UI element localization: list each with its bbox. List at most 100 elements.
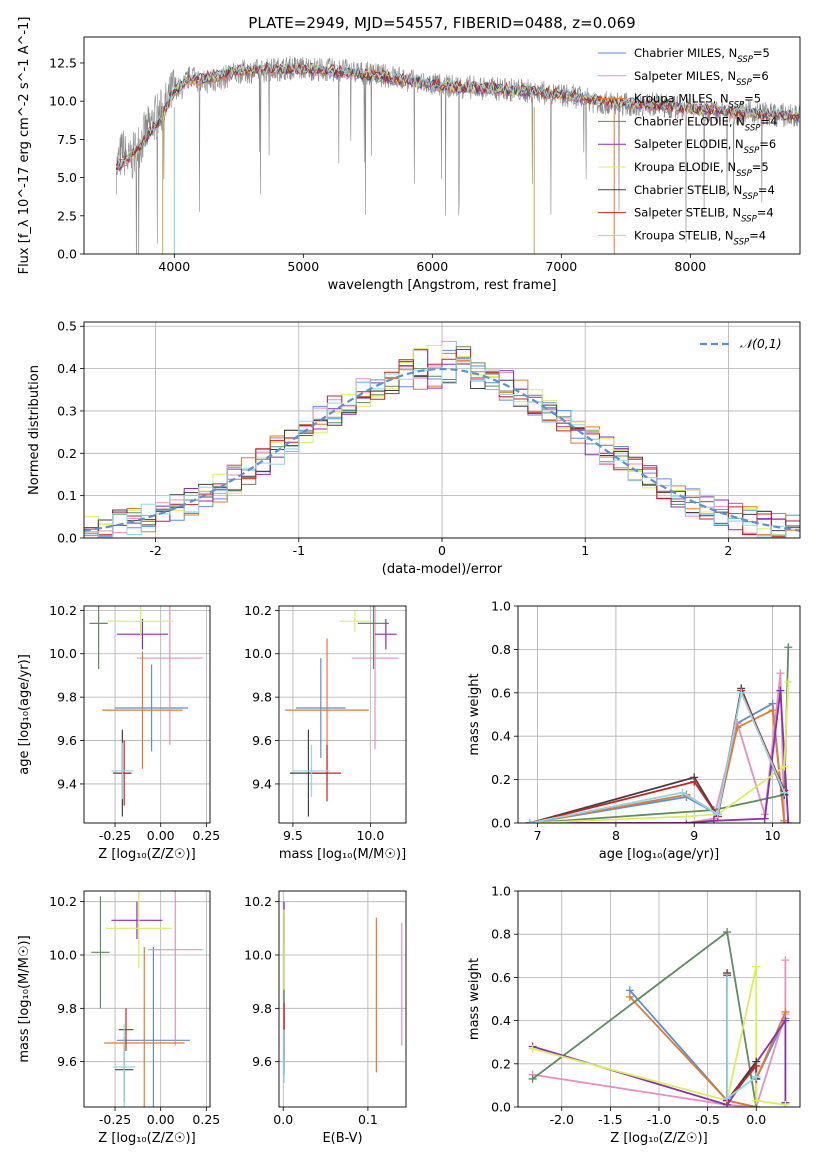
y-tick-label: 7.5 [57, 132, 77, 147]
y-tick-label: 10.0 [244, 948, 272, 963]
x-axis-label: Z [log₁₀(Z/Z☉)] [610, 1131, 707, 1146]
y-tick-label: 10.2 [49, 894, 77, 909]
plus-marker [781, 956, 790, 965]
x-tick-label: 10.0 [356, 828, 384, 843]
errorbar-point-7 [313, 744, 341, 802]
x-tick-label: -0.5 [695, 1112, 719, 1127]
mass-weight-series-6 [525, 684, 789, 823]
y-tick-label: 0.0 [57, 247, 77, 262]
errorbar-point-7 [118, 1008, 134, 1051]
y-tick-label: 0.8 [491, 642, 511, 657]
y-tick-label: 9.6 [57, 1054, 77, 1069]
mass-weight-series-3 [528, 928, 761, 1107]
y-tick-label: 10.0 [244, 646, 272, 661]
plot-area [528, 928, 790, 1107]
errorbar-point-0 [296, 658, 346, 758]
y-tick-label: 1.0 [491, 599, 511, 614]
y-tick-label: 9.4 [57, 776, 77, 791]
plot-area [84, 340, 800, 538]
plot-area [283, 901, 403, 1083]
x-tick-label: 0.00 [147, 828, 175, 843]
x-tick-label: -2.0 [550, 1112, 574, 1127]
legend-label: Chabrier MILES, NSSP=5 [634, 46, 770, 65]
plus-marker [713, 810, 722, 819]
panel-mass-vs-z: -0.25 0.00 0.25 9.6 9.8 10.0 10.2 Z [log₁₀(Z/Z☉… [17, 890, 220, 1146]
mass-weight-series-2 [525, 706, 789, 823]
plus-marker [752, 1072, 761, 1081]
x-tick-label: 9 [690, 828, 698, 843]
plus-marker [752, 962, 761, 971]
x-axis-label: mass [log₁₀(M/M☉)] [279, 847, 406, 862]
x-tick-label: -0.25 [99, 1112, 131, 1127]
x-tick-label: 0 [438, 543, 446, 558]
x-tick-label: 1 [581, 543, 589, 558]
panel-spectrum: 4000 5000 6000 7000 8000 0.0 2.5 5.0 7.5 10.0 12.5… [17, 17, 801, 293]
plus-marker [723, 1094, 732, 1103]
plus-marker [781, 1016, 790, 1025]
model-spectrum-6 [115, 61, 800, 170]
x-tick-label: 6000 [416, 259, 448, 274]
y-tick-label: 9.6 [252, 733, 272, 748]
grid [279, 891, 406, 1107]
x-tick-label: 7000 [545, 259, 577, 274]
y-tick-label: 9.8 [252, 1001, 272, 1016]
x-axis-label: wavelength [Angstrom, rest frame] [328, 278, 557, 293]
errorbar-point-5 [105, 891, 172, 969]
y-tick-label: 0.8 [491, 927, 511, 942]
plus-marker [682, 812, 691, 821]
plus-marker [528, 1074, 537, 1083]
figure-title: PLATE=2949, MJD=54557, FIBERID=0488, z=0… [248, 14, 635, 32]
legend-label: 𝒩(0,1) [740, 336, 782, 351]
y-tick-label: 0.4 [491, 729, 511, 744]
errorbar-point-5 [107, 606, 174, 637]
y-tick-label: 0.2 [491, 1056, 511, 1071]
y-tick-label: 9.8 [57, 1001, 77, 1016]
plus-marker [690, 777, 699, 786]
errorbar-point-5 [339, 610, 371, 633]
x-axis-label: age [log₁₀(age/yr)] [599, 847, 720, 862]
errorbar-point-4 [375, 619, 397, 650]
x-tick-label: -1 [293, 543, 305, 558]
errorbar-point-2 [104, 947, 185, 1107]
legend-label: Salpeter MILES, NSSP=6 [634, 69, 769, 88]
x-tick-label: 0.00 [147, 1112, 175, 1127]
panel-age-vs-mass: 9.5 10.0 9.4 9.6 9.8 10.0 10.2 mass [log₁₀(M/M☉… [244, 603, 407, 862]
x-tick-label: 0.0 [746, 1112, 766, 1127]
panel-massweight-vs-age: 7 8 9 10 0.0 0.2 0.4 0.6 0.8 1.0 age [log₁₀(age/yr… [467, 599, 801, 862]
plot-area [89, 606, 203, 817]
plot-area [525, 643, 793, 823]
plus-marker [776, 669, 785, 678]
y-tick-label: 9.6 [252, 1054, 272, 1069]
y-tick-label: 0.2 [57, 446, 77, 461]
grid [279, 606, 406, 823]
y-tick-label: 2.5 [57, 208, 77, 223]
y-tick-label: 0.3 [57, 403, 77, 418]
x-tick-label: 7 [534, 828, 542, 843]
y-tick-label: 0.0 [57, 531, 77, 546]
y-tick-label: 0.1 [57, 488, 77, 503]
plot-area [115, 55, 800, 254]
legend-label: Salpeter ELODIE, NSSP=6 [634, 137, 776, 156]
y-axis-label: mass weight [467, 958, 482, 1040]
y-axis-label: mass [log₁₀(M/M☉)] [17, 935, 32, 1062]
y-tick-label: 0.0 [491, 816, 511, 831]
series-line [529, 708, 786, 823]
errorbar-point-3 [89, 606, 108, 669]
y-tick-label: 0.6 [491, 970, 511, 985]
errorbar-point-4 [111, 901, 163, 939]
y-tick-label: 5.0 [57, 170, 77, 185]
legend: Chabrier MILES, NSSP=5 Salpeter MILES, NS… [598, 46, 777, 247]
gaussian-curve [84, 367, 800, 532]
plus-marker [678, 788, 687, 797]
legend-label: Kroupa STELIB, NSSP=4 [634, 228, 766, 247]
axes-frame [83, 36, 801, 255]
axes-frame [517, 605, 801, 824]
y-tick-label: 9.8 [57, 690, 77, 705]
plus-marker [781, 1007, 790, 1016]
errorbar-point-3 [91, 896, 110, 1009]
y-axis-label: Normed distribution [27, 365, 42, 495]
x-tick-label: -1.5 [598, 1112, 622, 1127]
plus-marker [752, 1096, 761, 1105]
errorbar-point-1 [136, 606, 203, 745]
